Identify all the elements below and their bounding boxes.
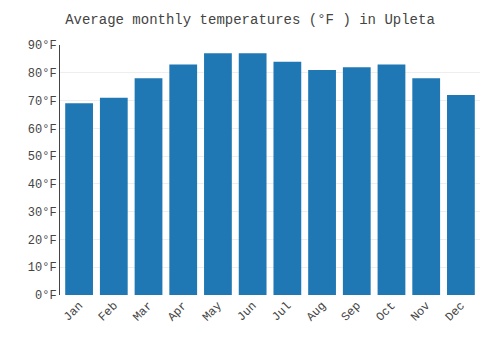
svg-text:40°F: 40°F [28, 178, 57, 192]
svg-text:30°F: 30°F [28, 206, 57, 220]
svg-text:Sep: Sep [339, 299, 364, 324]
svg-text:Average monthly temperatures (: Average monthly temperatures (°F ) in Up… [65, 12, 435, 28]
svg-text:Nov: Nov [408, 299, 433, 324]
svg-text:Apr: Apr [165, 299, 190, 324]
svg-text:Feb: Feb [96, 299, 121, 324]
svg-text:May: May [200, 299, 225, 324]
svg-text:Jan: Jan [61, 299, 86, 324]
svg-text:70°F: 70°F [28, 95, 57, 109]
svg-text:Oct: Oct [373, 299, 398, 324]
svg-text:Mar: Mar [130, 299, 155, 324]
svg-text:80°F: 80°F [28, 67, 57, 81]
svg-text:20°F: 20°F [28, 234, 57, 248]
svg-text:Jun: Jun [235, 299, 260, 324]
svg-text:10°F: 10°F [28, 261, 57, 275]
svg-text:0°F: 0°F [35, 289, 57, 303]
svg-text:60°F: 60°F [28, 123, 57, 137]
svg-text:90°F: 90°F [28, 39, 57, 53]
svg-text:50°F: 50°F [28, 150, 57, 164]
svg-text:Aug: Aug [304, 299, 329, 324]
svg-text:Jul: Jul [269, 299, 294, 324]
svg-text:Dec: Dec [443, 299, 468, 324]
